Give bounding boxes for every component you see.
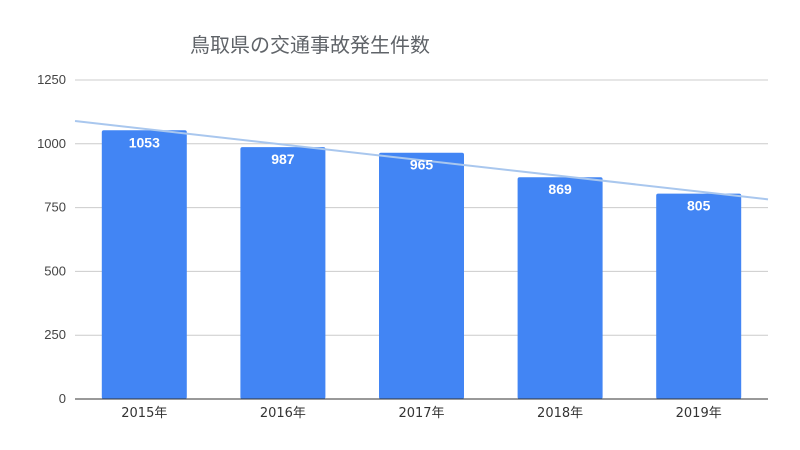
y-tick-label: 1000 — [37, 136, 66, 151]
bar — [656, 193, 742, 399]
y-tick-label: 750 — [44, 200, 66, 215]
bar-data-label: 965 — [410, 157, 434, 173]
bar — [240, 147, 326, 399]
trendline — [74, 120, 769, 201]
bar — [517, 177, 603, 399]
x-category-label: 2015年 — [121, 406, 167, 421]
y-tick-label: 500 — [44, 263, 66, 278]
x-axis-categories: 2015年 2016年 2017年 2018年 2019年 — [121, 406, 721, 421]
bar — [101, 130, 187, 399]
bar-data-label: 1053 — [129, 134, 160, 150]
bar-data-label: 805 — [687, 198, 711, 214]
x-category-label: 2016年 — [260, 406, 306, 421]
x-category-label: 2018年 — [537, 406, 583, 421]
trendline-group — [74, 120, 769, 201]
bar — [379, 152, 464, 399]
y-axis-ticks: 0 250 500 750 1000 1250 — [37, 72, 66, 406]
y-tick-label: 1250 — [37, 72, 66, 87]
x-category-label: 2019年 — [676, 406, 722, 421]
data-labels: 1053 987 965 869 805 — [129, 134, 711, 213]
bar-data-label: 869 — [548, 181, 572, 197]
y-tick-label: 250 — [44, 327, 66, 342]
y-tick-label: 0 — [59, 391, 66, 406]
x-category-label: 2017年 — [398, 406, 444, 421]
chart-title: 鳥取県の交通事故発生件数 — [190, 33, 430, 57]
bar-data-label: 987 — [271, 151, 295, 167]
bars — [101, 130, 742, 399]
